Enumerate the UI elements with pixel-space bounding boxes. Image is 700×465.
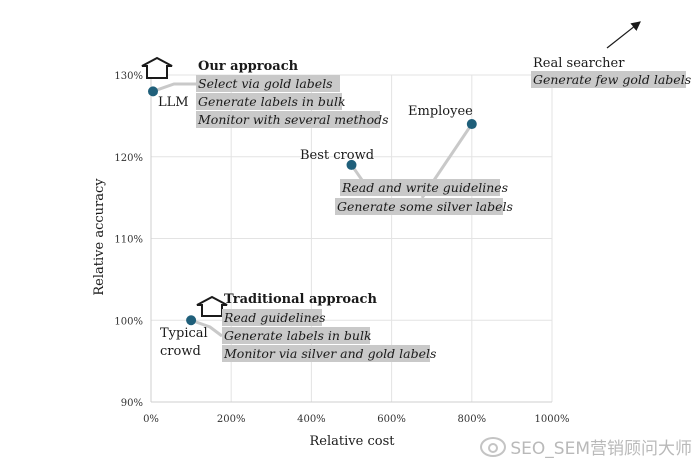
point-label-employee: Employee bbox=[408, 104, 473, 119]
annotation-line: Monitor via silver and gold labels bbox=[223, 346, 436, 361]
annotation-line: Generate some silver labels bbox=[337, 199, 513, 214]
data-point-best-crowd bbox=[346, 159, 357, 170]
real-searcher-label: Real searcher bbox=[533, 56, 625, 71]
real-searcher-note: Generate few gold labels bbox=[533, 72, 691, 87]
y-tick-label: 100% bbox=[114, 316, 143, 327]
annotation-line: Read and write guidelines bbox=[341, 180, 508, 195]
annotation-line: Generate labels in bulk bbox=[198, 94, 346, 109]
annotation-line: Monitor with several methods bbox=[197, 112, 389, 127]
point-label-best-crowd: Best crowd bbox=[300, 148, 374, 163]
off-chart-arrow bbox=[606, 21, 641, 49]
y-tick-label: 90% bbox=[121, 398, 143, 409]
data-point-typical-crowd bbox=[186, 315, 197, 326]
data-points bbox=[148, 86, 477, 326]
annotation-our-approach: Our approach Select via gold labels Gene… bbox=[141, 56, 389, 128]
y-tick-labels: 90% 100% 110% 120% 130% bbox=[114, 71, 143, 409]
house-arrow-icon bbox=[141, 56, 173, 79]
point-labels: LLM Typical crowd Best crowd Employee bbox=[158, 95, 473, 359]
x-tick-label: 1000% bbox=[535, 414, 570, 425]
annotation-traditional-approach: Traditional approach Read guidelines Gen… bbox=[196, 292, 436, 362]
x-tick-label: 0% bbox=[143, 414, 159, 425]
annotation-line: Generate labels in bulk bbox=[224, 328, 372, 343]
y-tick-label: 120% bbox=[114, 153, 143, 164]
x-tick-label: 200% bbox=[217, 414, 246, 425]
x-tick-label: 400% bbox=[297, 414, 326, 425]
watermark: SEO_SEM营销顾问大师 bbox=[480, 434, 692, 459]
axis-frame bbox=[150, 75, 552, 403]
connector-typical-crowd bbox=[190, 318, 223, 338]
y-axis-title: Relative accuracy bbox=[92, 178, 107, 296]
annotation-guidelines: Read and write guidelines Generate some … bbox=[335, 179, 513, 215]
data-point-employee bbox=[466, 119, 477, 130]
real-searcher-callout: Real searcher Generate few gold labels bbox=[531, 21, 691, 88]
point-label-typical-crowd-2: crowd bbox=[160, 344, 201, 359]
x-tick-label: 600% bbox=[377, 414, 406, 425]
weibo-logo-icon bbox=[480, 436, 507, 457]
x-axis-title: Relative cost bbox=[310, 434, 396, 449]
watermark-text: SEO_SEM营销顾问大师 bbox=[510, 439, 692, 459]
data-point-llm bbox=[148, 86, 159, 97]
annotation-title: Our approach bbox=[198, 59, 299, 74]
annotation-line: Select via gold labels bbox=[198, 76, 333, 91]
y-tick-label: 130% bbox=[114, 71, 143, 82]
y-tick-label: 110% bbox=[114, 235, 143, 246]
annotation-title: Traditional approach bbox=[224, 292, 377, 307]
annotation-line: Read guidelines bbox=[223, 310, 326, 325]
connector-llm bbox=[152, 82, 196, 93]
x-tick-labels: 0% 200% 400% 600% 800% 1000% bbox=[143, 414, 569, 425]
x-tick-label: 800% bbox=[458, 414, 487, 425]
point-label-llm: LLM bbox=[158, 95, 189, 110]
point-label-typical-crowd: Typical bbox=[160, 326, 208, 341]
